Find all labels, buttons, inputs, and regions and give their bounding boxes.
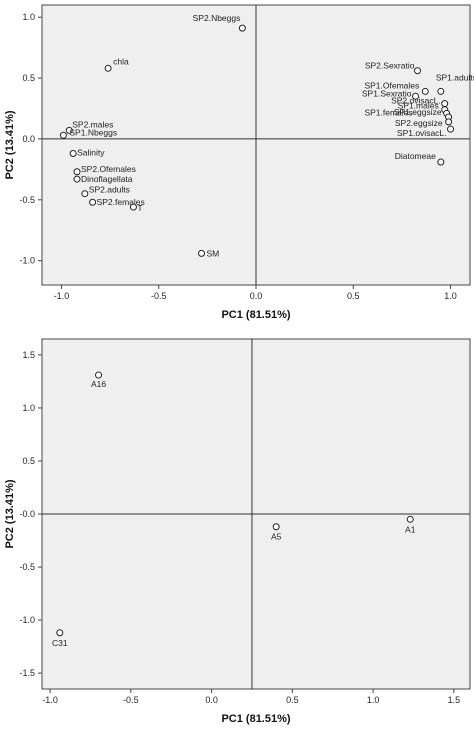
data-point bbox=[65, 126, 73, 134]
data-point bbox=[238, 24, 246, 32]
point-label: SP2.Sexratio bbox=[365, 61, 415, 71]
x-axis-title: PC1 (81.51%) bbox=[221, 309, 290, 321]
data-point bbox=[447, 125, 455, 133]
y-tick-label: 1.5 bbox=[22, 350, 35, 360]
data-point bbox=[441, 100, 449, 108]
point-label: C31 bbox=[52, 638, 68, 648]
point-label: SP1.females bbox=[364, 107, 412, 117]
data-point bbox=[272, 523, 280, 531]
y-tick-label: 0.5 bbox=[22, 73, 35, 83]
data-point bbox=[59, 131, 67, 139]
y-tick-label: 0.5 bbox=[22, 456, 35, 466]
data-point bbox=[73, 168, 81, 176]
point-label: Diatomeae bbox=[395, 151, 436, 161]
point-label: SM bbox=[207, 248, 220, 258]
y-tick-label: -1.0 bbox=[19, 615, 35, 625]
y-tick-label: -1.0 bbox=[19, 256, 35, 266]
data-point bbox=[81, 190, 89, 198]
y-tick-label: 0.0 bbox=[22, 134, 35, 144]
point-label: chla bbox=[113, 56, 129, 66]
data-point bbox=[406, 515, 414, 523]
point-label: SP2.ovisacL. bbox=[391, 96, 441, 106]
point-label: SP1.Sexratio bbox=[362, 88, 412, 98]
data-point bbox=[445, 118, 453, 126]
y-axis-title: PC2 (13.41%) bbox=[4, 479, 16, 548]
x-tick-label: 0.5 bbox=[347, 291, 360, 301]
data-point bbox=[412, 92, 420, 100]
x-tick-label: 0.0 bbox=[250, 291, 263, 301]
point-label: SP1.ovisacL. bbox=[397, 128, 447, 138]
x-tick-label: 1.0 bbox=[367, 695, 380, 705]
x-tick-label: -0.5 bbox=[151, 291, 167, 301]
point-label: Salinity bbox=[77, 148, 105, 158]
data-point bbox=[421, 87, 429, 95]
y-tick-label: 1.0 bbox=[22, 403, 35, 413]
point-label: SP1.males bbox=[398, 101, 439, 111]
point-label: SP1.Nbeggs bbox=[69, 127, 117, 137]
y-axis-title: PC2 (13.41%) bbox=[4, 110, 16, 179]
x-tick-label: -1.0 bbox=[42, 695, 58, 705]
point-label: SP2.adults bbox=[89, 185, 130, 195]
x-tick-label: 1.5 bbox=[448, 695, 461, 705]
data-point bbox=[198, 249, 206, 257]
data-point bbox=[73, 175, 81, 183]
y-tick-label: -0.5 bbox=[19, 562, 35, 572]
y-tick-label: 1.0 bbox=[22, 12, 35, 22]
x-tick-label: -0.5 bbox=[123, 695, 139, 705]
pca-panel-2: -1.0 -0.5 0.0 0.5 1.0 1.5 -1.5 -1.0 -0.5 -0.0 0.5 1… bbox=[4, 338, 471, 725]
data-point bbox=[104, 64, 112, 72]
point-label: SP2.males bbox=[72, 119, 113, 129]
data-point bbox=[413, 67, 421, 75]
point-label: A1 bbox=[405, 524, 416, 534]
pca-panel-1: -1.0 -0.5 0.0 0.5 1.0 -1.0 -0.5 0.0 0.5 1.0 PC1 (8… bbox=[4, 4, 474, 321]
data-point bbox=[437, 158, 445, 166]
data-point bbox=[89, 198, 97, 206]
x-tick-label: 0.5 bbox=[286, 695, 299, 705]
point-label: SP2.eggsize bbox=[395, 118, 443, 128]
x-tick-label: -1.0 bbox=[54, 291, 70, 301]
y-tick-label: -0.5 bbox=[19, 195, 35, 205]
point-label: A16 bbox=[91, 379, 106, 389]
point-label: SP2.Ofemales bbox=[81, 164, 136, 174]
data-point bbox=[129, 203, 137, 211]
data-point bbox=[69, 150, 77, 158]
data-point bbox=[95, 371, 103, 379]
x-tick-label: 0.0 bbox=[205, 695, 218, 705]
x-tick-label: 1.0 bbox=[444, 291, 457, 301]
point-label: SP2.Nbeggs bbox=[193, 13, 241, 23]
point-label: SP1.adults bbox=[436, 72, 474, 82]
y-tick-label: -0.0 bbox=[19, 509, 35, 519]
point-label: SP1.Ofemales bbox=[364, 80, 419, 90]
point-label: SP2.females bbox=[97, 197, 145, 207]
point-label: T bbox=[137, 203, 142, 213]
point-label: Dinoflagellata bbox=[81, 174, 133, 184]
point-label: A5 bbox=[271, 532, 282, 542]
y-tick-label: -1.5 bbox=[19, 668, 35, 678]
data-point bbox=[437, 87, 445, 95]
point-label: SP1.eggsize bbox=[394, 107, 442, 117]
data-point bbox=[56, 629, 64, 637]
x-axis-title: PC1 (81.51%) bbox=[221, 713, 290, 725]
